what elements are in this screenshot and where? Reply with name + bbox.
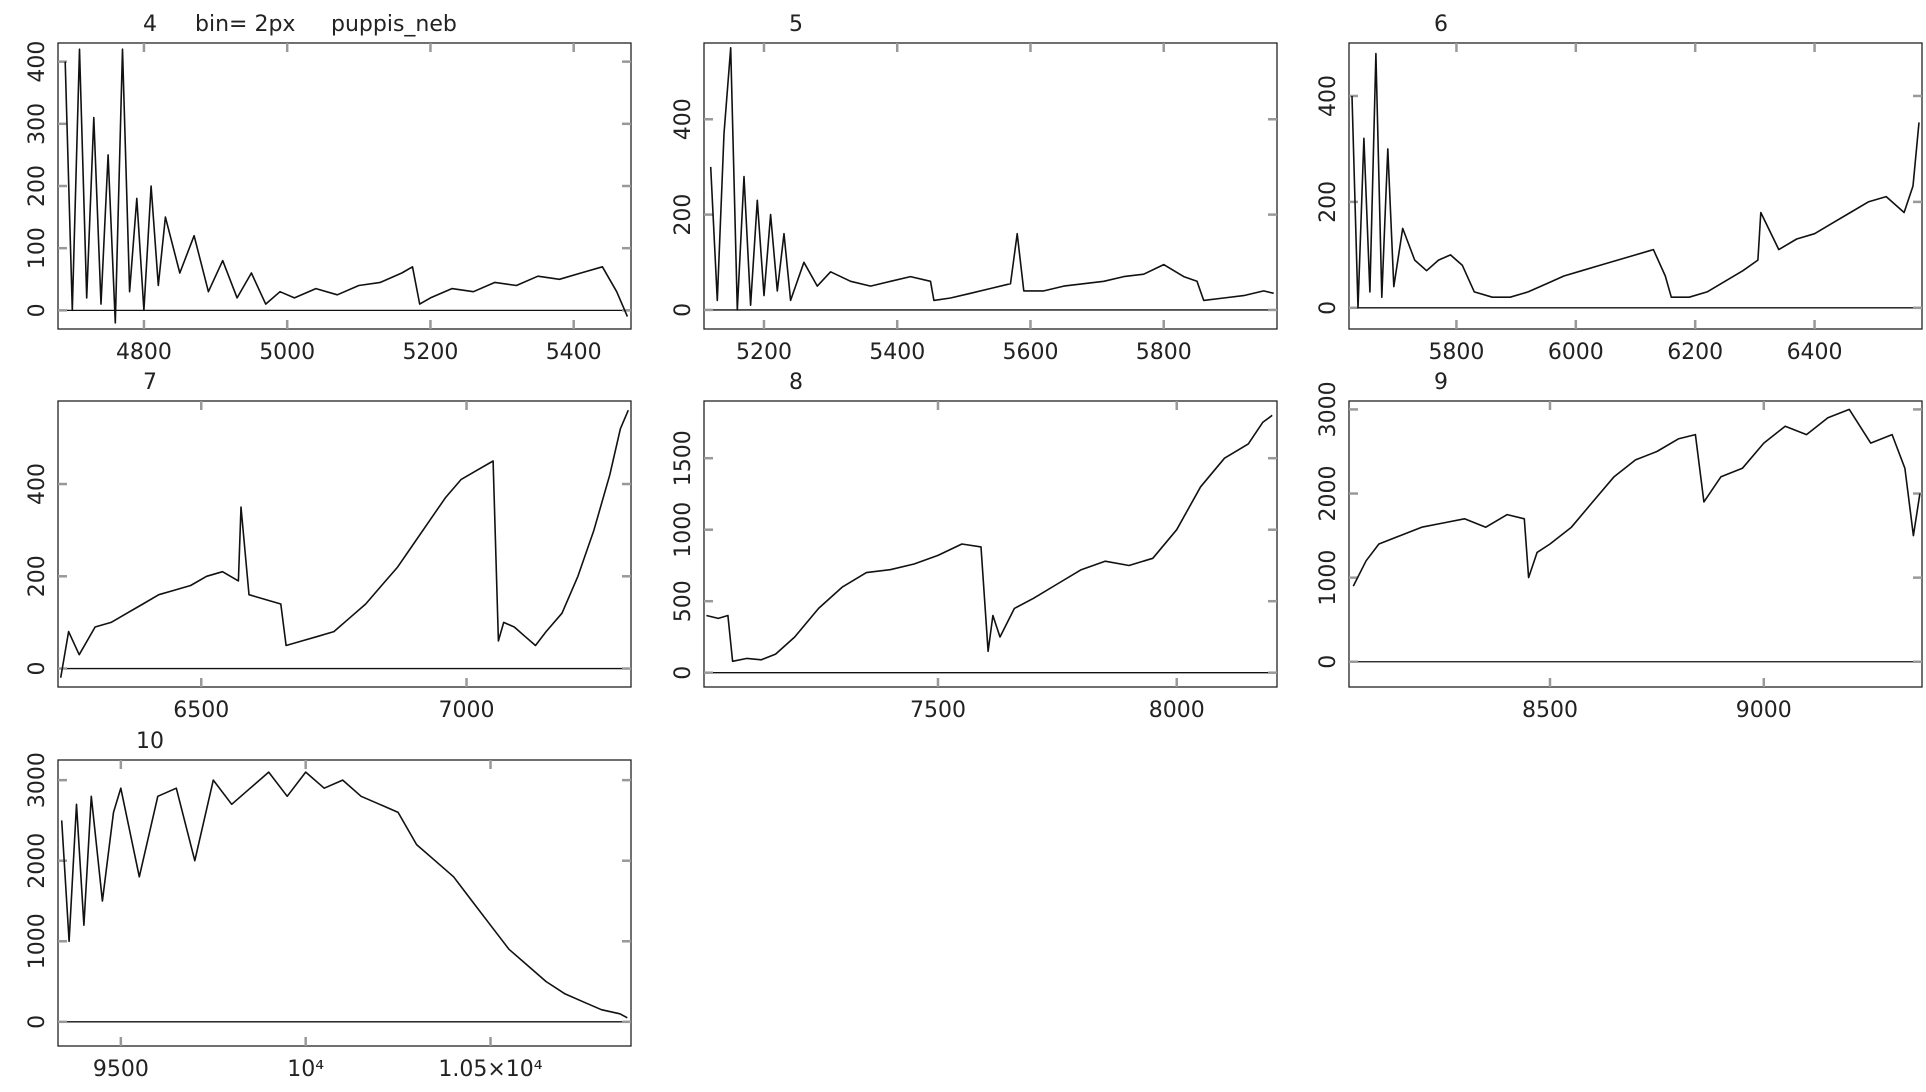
plot-frame xyxy=(703,400,1278,688)
y-tick-label: 300 xyxy=(25,103,50,145)
y-tick-label: 1000 xyxy=(1316,550,1341,606)
panel-title: 10 xyxy=(136,729,164,754)
y-tick-label: 0 xyxy=(25,303,50,317)
x-tick-label: 7000 xyxy=(439,698,495,723)
y-tick-label: 100 xyxy=(25,227,50,269)
y-tick-label: 1000 xyxy=(25,913,50,969)
x-tick-label: 5200 xyxy=(736,340,792,365)
x-tick-label: 4800 xyxy=(116,340,172,365)
x-tick-label: 1.05×10⁴ xyxy=(438,1057,542,1082)
y-tick-label: 0 xyxy=(25,1015,50,1029)
y-tick-label: 0 xyxy=(671,303,696,317)
y-tick-label: 200 xyxy=(25,165,50,207)
x-tick-label: 7500 xyxy=(910,698,966,723)
x-tick-label: 8000 xyxy=(1149,698,1205,723)
spectrum-line xyxy=(1352,408,1921,587)
panel-annotation: bin= 2px xyxy=(195,12,295,37)
y-tick-label: 200 xyxy=(25,555,50,597)
y-tick-label: 400 xyxy=(671,98,696,140)
y-tick-label: 0 xyxy=(25,662,50,676)
spectrum-line xyxy=(60,771,628,1019)
y-tick-label: 0 xyxy=(1316,655,1341,669)
plot-frame xyxy=(1348,400,1923,688)
spectrum-line xyxy=(709,47,1274,311)
y-tick-label: 500 xyxy=(671,580,696,622)
y-tick-label: 2000 xyxy=(25,833,50,889)
x-tick-label: 5000 xyxy=(259,340,315,365)
y-tick-label: 400 xyxy=(1316,75,1341,117)
panel-title: 6 xyxy=(1434,12,1448,37)
panel-title: 4 xyxy=(143,12,157,37)
y-tick-label: 1500 xyxy=(671,430,696,486)
x-tick-label: 5800 xyxy=(1428,340,1484,365)
y-tick-label: 400 xyxy=(25,41,50,83)
panel-title: 7 xyxy=(143,370,157,395)
x-tick-label: 6000 xyxy=(1548,340,1604,365)
x-tick-label: 5400 xyxy=(546,340,602,365)
x-tick-label: 6200 xyxy=(1667,340,1723,365)
x-tick-label: 9500 xyxy=(93,1057,149,1082)
x-tick-label: 5600 xyxy=(1002,340,1058,365)
plot-frame xyxy=(1348,42,1923,330)
x-tick-label: 6400 xyxy=(1787,340,1843,365)
panel-title: 8 xyxy=(789,370,803,395)
spectrum-line xyxy=(706,414,1273,663)
panel-title: 5 xyxy=(789,12,803,37)
y-tick-label: 1000 xyxy=(671,502,696,558)
spectrum-line xyxy=(59,409,630,678)
y-tick-label: 200 xyxy=(1316,181,1341,223)
y-tick-label: 200 xyxy=(671,194,696,236)
x-tick-label: 8500 xyxy=(1522,698,1578,723)
panel-title: 9 xyxy=(1434,370,1448,395)
plot-frame xyxy=(57,759,632,1047)
panel-annotation: puppis_neb xyxy=(331,12,457,37)
y-tick-label: 0 xyxy=(671,666,696,680)
y-tick-label: 3000 xyxy=(1316,381,1341,437)
y-tick-label: 400 xyxy=(25,463,50,505)
x-tick-label: 5800 xyxy=(1136,340,1192,365)
spectrum-line xyxy=(64,48,629,324)
y-tick-label: 0 xyxy=(1316,301,1341,315)
spectrum-line xyxy=(1351,52,1920,309)
x-tick-label: 6500 xyxy=(173,698,229,723)
x-tick-label: 5400 xyxy=(869,340,925,365)
x-tick-label: 5200 xyxy=(402,340,458,365)
x-tick-label: 10⁴ xyxy=(287,1057,324,1082)
y-tick-label: 3000 xyxy=(25,752,50,808)
plot-frame xyxy=(57,42,632,330)
plot-frame xyxy=(703,42,1278,330)
x-tick-label: 9000 xyxy=(1736,698,1792,723)
plot-frame xyxy=(57,400,632,688)
y-tick-label: 2000 xyxy=(1316,466,1341,522)
